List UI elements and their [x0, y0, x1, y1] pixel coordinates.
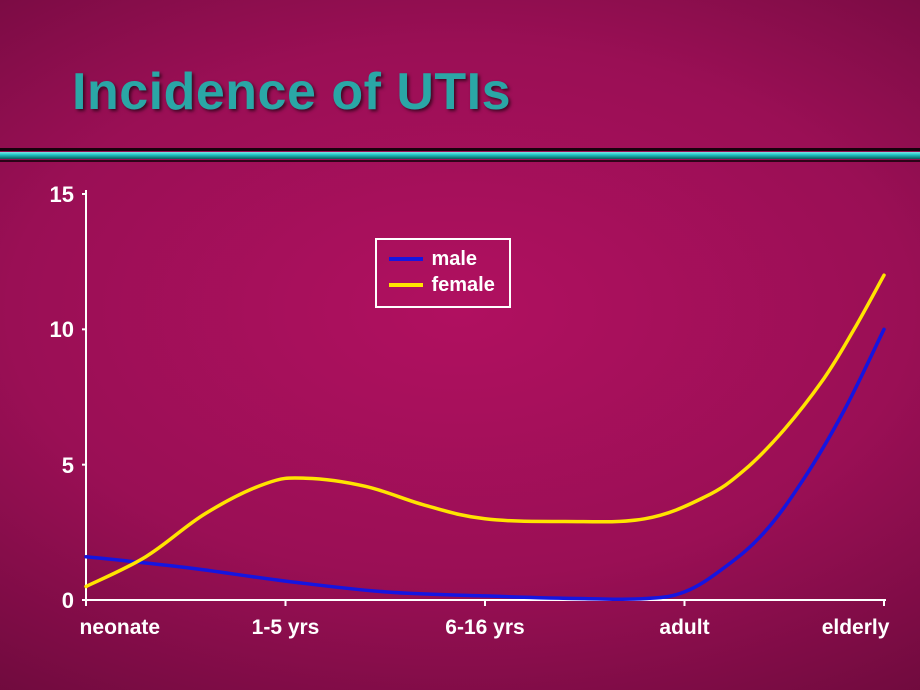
x-tick-label: 6-16 yrs	[445, 616, 524, 640]
y-tick-label: 15	[38, 182, 74, 208]
chart-legend: male female	[375, 238, 510, 308]
legend-item: female	[389, 272, 494, 298]
legend-label: male	[431, 248, 477, 271]
x-tick-label: neonate	[80, 616, 161, 640]
male-series-line	[86, 329, 884, 599]
female-series-line	[86, 275, 884, 586]
legend-item: male	[389, 246, 494, 272]
y-tick-label: 0	[38, 588, 74, 614]
slide-title: Incidence of UTIs	[72, 62, 511, 122]
x-tick-label: adult	[659, 616, 709, 640]
y-tick-label: 10	[38, 317, 74, 343]
x-tick-label: elderly	[822, 616, 890, 640]
legend-swatch	[389, 283, 423, 287]
uti-incidence-chart: 051015 neonate1-5 yrs6-16 yrsadultelderl…	[38, 188, 886, 636]
title-divider	[0, 148, 920, 162]
legend-label: female	[431, 274, 494, 297]
y-tick-label: 5	[38, 453, 74, 479]
x-tick-label: 1-5 yrs	[252, 616, 320, 640]
legend-swatch	[389, 257, 423, 261]
